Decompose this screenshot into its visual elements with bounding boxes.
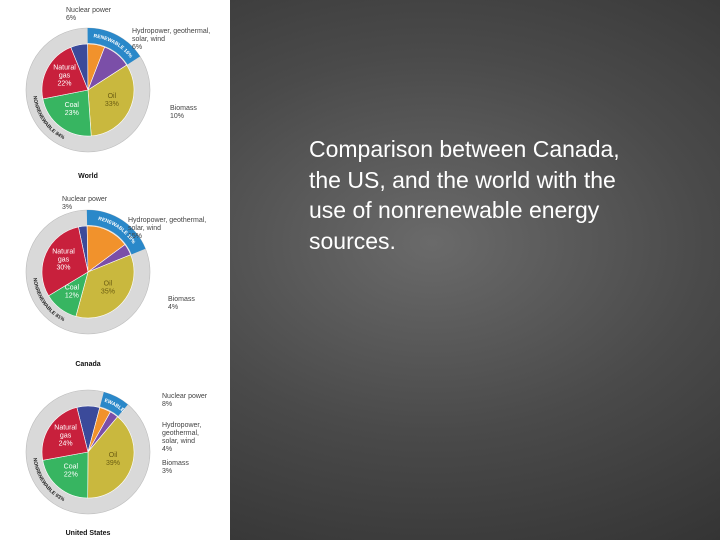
renewable-ring-segment xyxy=(86,210,146,255)
outside-label-nuclear-power: Nuclear power 6% xyxy=(66,7,112,22)
chart-title-united-states: United States xyxy=(66,530,111,537)
pie-chart-world: Oil 33%Coal 23%Natural gas 22%Nuclear power 6… xyxy=(25,7,210,180)
slice-label-line: Oil xyxy=(104,281,113,288)
slice-label-line: gas xyxy=(59,72,71,79)
outside-label-hydropower-geothermal-solar-wind: Hydropower, geothermal, solar, wind 15% xyxy=(128,217,206,240)
slide-caption: Comparison between Canada, the US, and t… xyxy=(309,136,620,254)
outside-label-line: 4% xyxy=(162,446,172,453)
outside-label-hydropower-geothermal-solar-wind: Hydropower, geothermal, solar, wind 6% xyxy=(132,28,210,51)
outside-label-line: Nuclear power xyxy=(162,393,208,400)
outside-label-line: 3% xyxy=(162,468,172,475)
slice-label-coal: Coal 23% xyxy=(65,102,80,117)
pie-slice-natural-gas xyxy=(41,226,89,297)
outside-label-line: Nuclear power xyxy=(66,7,112,14)
outside-label-line: Nuclear power xyxy=(62,196,108,203)
outside-label-line: Biomass xyxy=(168,296,195,303)
outside-label-biomass: Biomass 4% xyxy=(168,296,195,311)
slice-label-line: Natural xyxy=(52,248,75,255)
pie-chart-canada: Oil 35%Coal 12%Natural gas 30%Nuclear power 3… xyxy=(25,196,206,368)
slice-label-line: Coal xyxy=(65,284,80,291)
pie-slice-oil xyxy=(87,416,135,499)
outside-label-line: geothermal, xyxy=(162,430,199,437)
slice-label-natural-gas: Natural gas 22% xyxy=(53,64,76,87)
pie-slice-oil xyxy=(75,254,135,319)
outside-label-line: Biomass xyxy=(170,105,197,112)
slice-label-line: Oil xyxy=(108,93,117,100)
renewable-ring-segment xyxy=(87,28,141,65)
slice-label-line: Coal xyxy=(65,102,80,109)
pie-slice-natural-gas xyxy=(41,46,89,100)
slice-label-natural-gas: Natural gas 30% xyxy=(52,248,75,271)
outside-label-line: 10% xyxy=(170,113,184,120)
outside-label-line: 8% xyxy=(162,401,172,408)
pie-charts-figure: Oil 33%Coal 23%Natural gas 22%Nuclear power 6… xyxy=(0,0,210,537)
slice-label-coal: Coal 22% xyxy=(64,463,79,478)
slice-label-oil: Oil 35% xyxy=(101,281,115,296)
outside-label-nuclear-power: Nuclear power 3% xyxy=(62,196,108,211)
slice-label-line: 22% xyxy=(64,471,78,478)
slice-label-oil: Oil 33% xyxy=(105,93,119,108)
slice-label-line: Natural xyxy=(54,425,77,432)
chart-title-world: World xyxy=(78,173,98,180)
slice-label-line: Natural xyxy=(53,64,76,71)
outside-label-line: Hydropower, geothermal, xyxy=(132,28,210,35)
outside-label-line: 6% xyxy=(66,15,76,22)
slice-label-line: 33% xyxy=(105,101,119,108)
outside-label-line: solar, wind xyxy=(128,225,161,232)
outside-label-line: Hydropower, geothermal, xyxy=(128,217,206,224)
slice-label-natural-gas: Natural gas 24% xyxy=(54,425,77,448)
pie-slice-coal xyxy=(42,89,92,137)
slice-label-coal: Coal 12% xyxy=(65,284,80,299)
outside-label-line: 15% xyxy=(128,233,142,240)
outside-label-line: 4% xyxy=(168,304,178,311)
pie-slice-natural-gas xyxy=(41,407,89,461)
slice-label-line: 23% xyxy=(65,110,79,117)
renewable-ring-segment xyxy=(100,392,128,416)
figure-panel: Oil 33% Coal 23% Natural gas 22% Nuclear power 6… xyxy=(0,0,230,540)
slice-label-line: 39% xyxy=(106,460,120,467)
slice-label-line: Oil xyxy=(109,452,118,459)
outside-label-line: Hydropower, xyxy=(162,422,201,429)
slice-label-line: gas xyxy=(58,256,70,263)
outside-label-line: Biomass xyxy=(162,460,189,467)
pie-slice-oil xyxy=(87,64,135,137)
slice-label-line: 24% xyxy=(59,441,73,448)
outside-label-line: solar, wind xyxy=(132,36,165,43)
slice-label-line: 35% xyxy=(101,289,115,296)
slice-label-line: gas xyxy=(60,433,72,440)
outside-label-line: solar, wind xyxy=(162,438,195,445)
outside-label-biomass: Biomass 10% xyxy=(170,105,197,120)
outside-label-line: 6% xyxy=(132,44,142,51)
slice-label-line: 22% xyxy=(58,80,72,87)
chart-title-canada: Canada xyxy=(75,361,100,368)
slice-label-oil: Oil 39% xyxy=(106,452,120,467)
outside-label-biomass: Biomass 3% xyxy=(162,460,189,475)
slice-label-line: Coal xyxy=(64,463,79,470)
slice-label-line: 12% xyxy=(65,292,79,299)
pie-slice-coal xyxy=(42,451,89,499)
slice-label-line: 30% xyxy=(57,264,71,271)
outside-label-hydropower-geothermal-solar-wind: Hydropower, geothermal, solar, wind 4% xyxy=(162,422,201,453)
outside-label-line: 3% xyxy=(62,204,72,211)
outside-label-nuclear-power: Nuclear power 8% xyxy=(162,393,208,408)
